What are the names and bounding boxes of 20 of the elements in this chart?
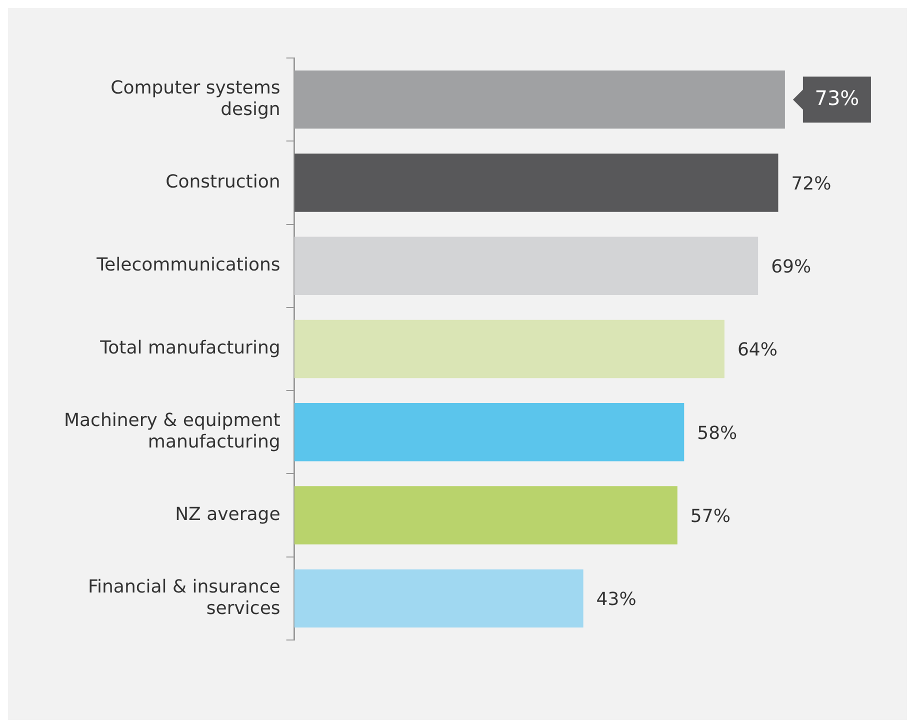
data-label: 57% xyxy=(690,506,730,527)
data-label: 64% xyxy=(737,340,778,361)
y-tick-label: Total manufacturing xyxy=(99,338,280,359)
bar xyxy=(294,403,684,462)
bar xyxy=(294,486,678,544)
data-label: 73% xyxy=(814,86,860,110)
y-tick-label: Financial & insurance services xyxy=(88,576,280,619)
bar xyxy=(294,154,778,212)
bar xyxy=(294,320,724,378)
y-tick-label: NZ average xyxy=(175,504,280,525)
y-tick-label: Construction xyxy=(166,171,280,192)
data-label: 69% xyxy=(771,256,812,278)
data-label: 43% xyxy=(596,589,636,610)
data-label: 58% xyxy=(697,422,738,444)
y-tick-label: Machinery & equipment manufacturing xyxy=(64,410,280,453)
data-label: 72% xyxy=(791,173,832,194)
y-tick-label: Telecommunications xyxy=(96,254,280,276)
bar xyxy=(294,569,584,628)
bar xyxy=(294,236,758,295)
y-tick-label: Computer systems design xyxy=(110,77,280,120)
